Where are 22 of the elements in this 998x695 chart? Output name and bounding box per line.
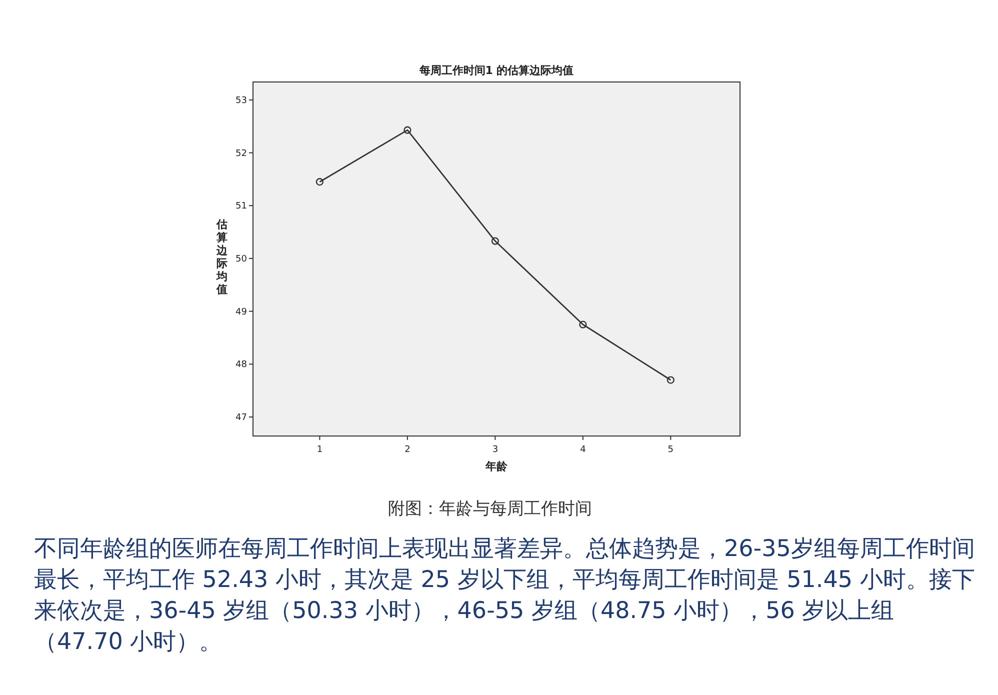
x-tick-label: 5 — [668, 445, 674, 455]
point — [579, 320, 587, 328]
y-tick-label: 51 — [236, 202, 247, 212]
x-axis-title: 年龄 — [484, 460, 508, 473]
y-axis-title: 估算边际均值 — [216, 218, 228, 296]
text: 不同年龄组的医师在每周工作时间上表现出显著差异。总体趋势是，26-35岁组每周工作时间最长，平均工作 52.43 小时，其次是 25 岁以下组，平均每周工作时间是 51.45 小时。接下来依次是，36-45 岁组（50.33 小时），46-55 岁组（48.75 小时），56 岁以上组（47.70 小时）。 — [34, 535, 976, 657]
point — [404, 126, 412, 134]
point — [316, 178, 324, 186]
y-tick-label: 47 — [236, 412, 247, 423]
x-tick-label: 4 — [580, 445, 586, 455]
chart-title: 每周工作时间1 的估算边际均值 — [418, 64, 574, 77]
point — [491, 237, 499, 245]
x-tick-label: 1 — [316, 445, 323, 455]
y-tick-label: 53 — [236, 96, 247, 106]
x-tick-label: 2 — [404, 445, 410, 455]
text: 附图：年龄与每周工作时间 — [388, 499, 592, 519]
point — [666, 376, 674, 384]
y-tick-label: 50 — [236, 254, 248, 264]
y-tick-label: 48 — [236, 360, 248, 370]
x-tick-label: 3 — [492, 445, 498, 455]
y-tick-label: 49 — [236, 307, 248, 318]
y-tick-label: 52 — [236, 148, 247, 159]
